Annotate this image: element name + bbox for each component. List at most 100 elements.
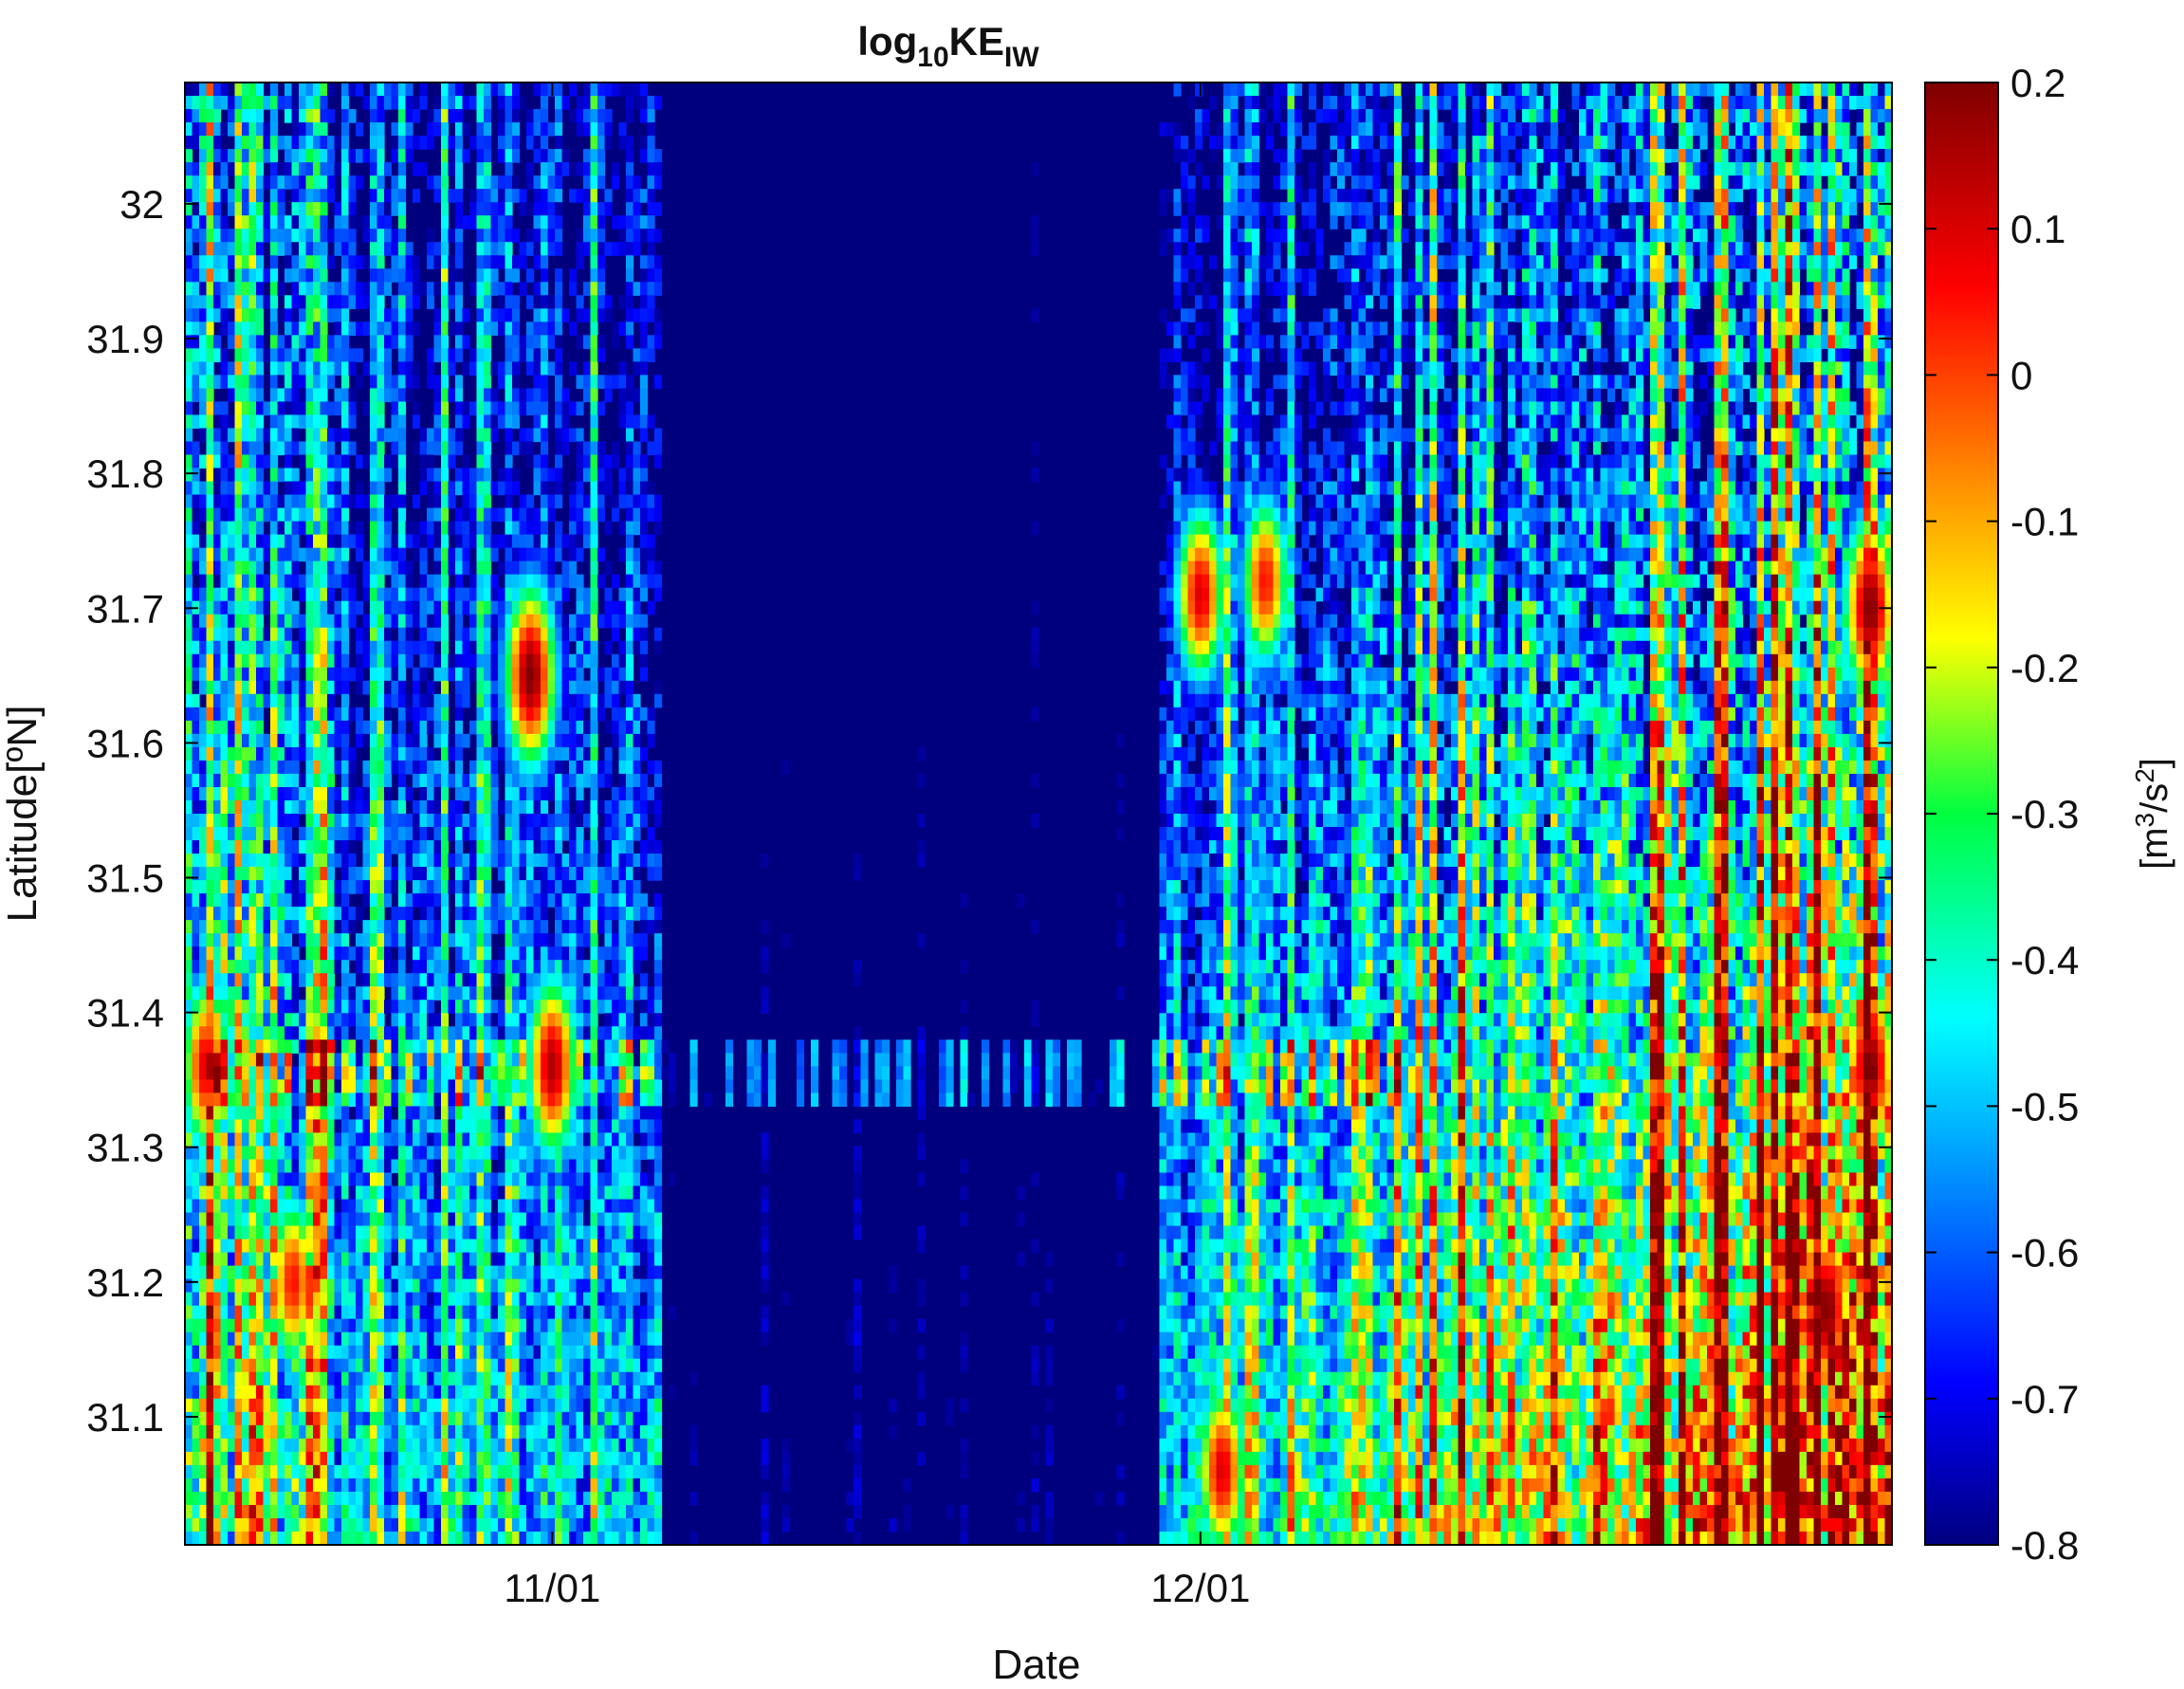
- heatmap-cell: [413, 814, 421, 828]
- heatmap-cell: [469, 1026, 478, 1040]
- heatmap-cell: [270, 534, 279, 549]
- heatmap-cell: [490, 667, 499, 682]
- heatmap-cell: [476, 96, 485, 110]
- heatmap-cell: [291, 1517, 300, 1533]
- heatmap-cell: [433, 786, 442, 801]
- heatmap-cell: [427, 361, 435, 376]
- heatmap-cell: [498, 109, 506, 123]
- heatmap-cell: [376, 1013, 385, 1027]
- heatmap-cell: [370, 1504, 378, 1519]
- heatmap-cell: [505, 733, 513, 748]
- heatmap-cell: [413, 1159, 421, 1174]
- heatmap-cell: [192, 202, 200, 216]
- heatmap-cell: [427, 814, 435, 828]
- heatmap-cell: [490, 401, 499, 416]
- heatmap-cell: [490, 1053, 499, 1067]
- heatmap-cell: [277, 1318, 285, 1333]
- heatmap-cell: [242, 215, 250, 229]
- heatmap-cell: [234, 986, 243, 1001]
- heatmap-cell: [405, 521, 413, 536]
- heatmap-cell: [391, 268, 399, 283]
- heatmap-cell: [334, 986, 342, 1001]
- heatmap-cell: [441, 507, 450, 523]
- heatmap-cell: [505, 1106, 513, 1121]
- heatmap-cell: [206, 109, 214, 123]
- heatmap-cell: [320, 1531, 328, 1545]
- heatmap-cell: [228, 799, 236, 815]
- heatmap-cell: [256, 1159, 265, 1174]
- heatmap-cell: [291, 494, 300, 509]
- heatmap-cell: [384, 1345, 393, 1360]
- heatmap-cell: [391, 1464, 399, 1479]
- heatmap-cell: [242, 1066, 250, 1080]
- heatmap-cell: [277, 1385, 285, 1400]
- heatmap-cell: [427, 574, 435, 589]
- heatmap-cell: [384, 653, 393, 669]
- heatmap-cell: [234, 1411, 243, 1426]
- heatmap-cell: [213, 920, 222, 934]
- heatmap-cell: [199, 507, 208, 523]
- heatmap-cell: [484, 827, 492, 841]
- heatmap-cell: [199, 827, 208, 841]
- heatmap-cell: [484, 1225, 492, 1240]
- heatmap-cell: [490, 1464, 499, 1479]
- heatmap-cell: [199, 375, 208, 390]
- heatmap-cell: [455, 1504, 464, 1519]
- heatmap-cell: [455, 1159, 464, 1174]
- heatmap-cell: [206, 521, 214, 536]
- heatmap-cell: [313, 428, 321, 443]
- heatmap-cell: [433, 946, 442, 961]
- heatmap-cell: [213, 799, 222, 815]
- heatmap-cell: [313, 215, 321, 229]
- heatmap-cell: [533, 1013, 541, 1027]
- heatmap-cell: [405, 1385, 413, 1400]
- heatmap-cell: [263, 933, 271, 947]
- heatmap-cell: [448, 96, 456, 110]
- heatmap-cell: [213, 933, 222, 947]
- heatmap-cell: [490, 1225, 499, 1240]
- heatmap-cell: [413, 1385, 421, 1400]
- heatmap-cell: [427, 920, 435, 934]
- heatmap-cell: [348, 175, 357, 190]
- heatmap-cell: [490, 707, 499, 722]
- heatmap-cell: [305, 1464, 314, 1479]
- heatmap-cell: [419, 1225, 428, 1240]
- heatmap-cell: [505, 1132, 513, 1147]
- heatmap-cell: [206, 255, 214, 269]
- heatmap-cell: [270, 468, 279, 483]
- heatmap-cell: [512, 534, 521, 549]
- heatmap-cell: [313, 268, 321, 283]
- heatmap-cell: [234, 534, 243, 549]
- heatmap-cell: [362, 1252, 371, 1267]
- heatmap-cell: [370, 946, 378, 961]
- heatmap-cell: [448, 1318, 456, 1333]
- heatmap-cell: [263, 268, 271, 283]
- heatmap-cell: [419, 760, 428, 775]
- heatmap-cell: [228, 986, 236, 1001]
- heatmap-cell: [398, 1385, 407, 1400]
- heatmap-cell: [462, 1504, 470, 1519]
- heatmap-cell: [384, 454, 393, 469]
- heatmap-cell: [220, 1132, 229, 1147]
- heatmap-cell: [462, 827, 470, 841]
- heatmap-cell: [220, 1013, 229, 1027]
- heatmap-cell: [419, 814, 428, 828]
- heatmap-cell: [248, 1212, 257, 1227]
- heatmap-cell: [476, 600, 485, 615]
- heatmap-cell: [519, 1371, 527, 1386]
- heatmap-cell: [419, 667, 428, 682]
- heatmap-cell: [405, 786, 413, 801]
- heatmap-cell: [256, 933, 265, 947]
- heatmap-cell: [348, 1278, 357, 1294]
- heatmap-cell: [313, 1079, 321, 1093]
- heatmap-cell: [199, 760, 208, 775]
- heatmap-cell: [413, 840, 421, 854]
- heatmap-cell: [313, 361, 321, 376]
- heatmap-cell: [490, 507, 499, 523]
- heatmap-cell: [284, 468, 293, 483]
- heatmap-cell: [313, 1013, 321, 1027]
- heatmap-cell: [376, 760, 385, 775]
- heatmap-cell: [248, 574, 257, 589]
- heatmap-cell: [427, 960, 435, 974]
- heatmap-cell: [291, 1079, 300, 1093]
